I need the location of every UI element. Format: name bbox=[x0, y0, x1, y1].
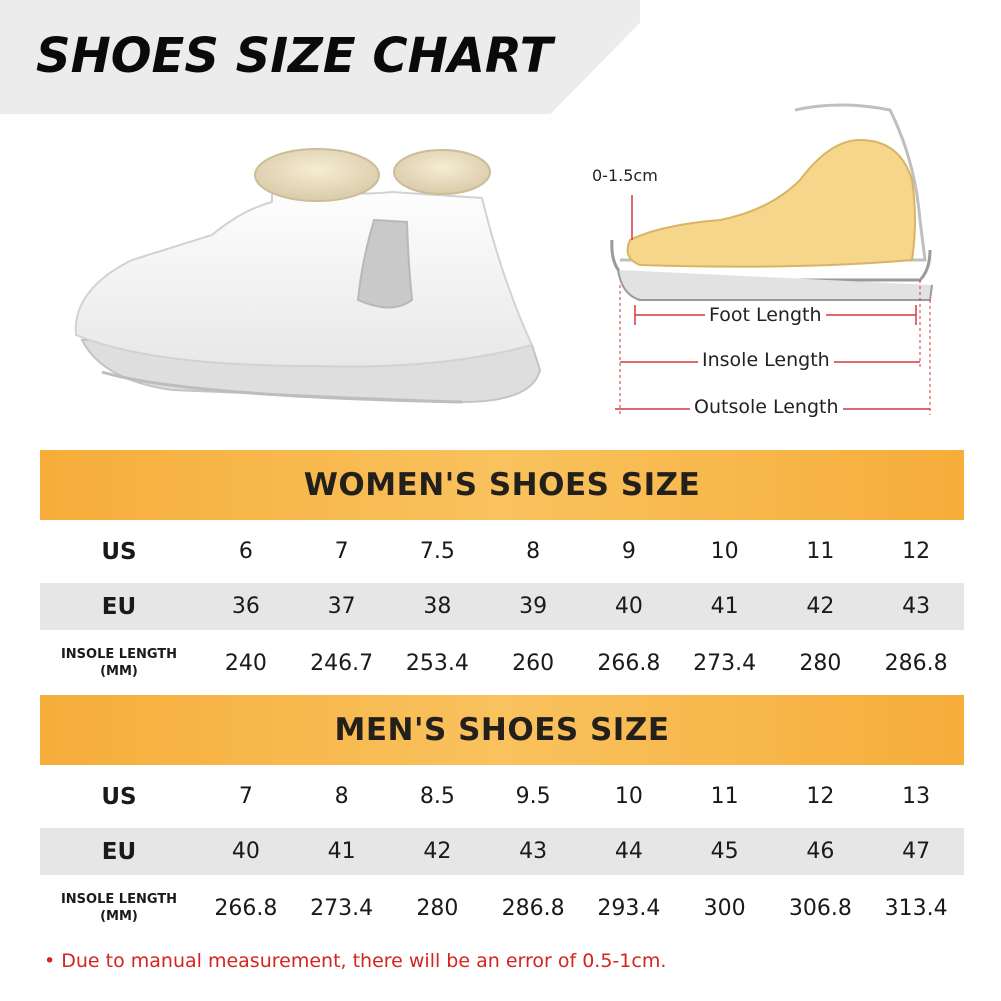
table-row-us: US 7 8 8.5 9.5 10 11 12 13 bbox=[40, 773, 964, 820]
table-cell: 10 bbox=[614, 784, 643, 809]
table-row-insole: INSOLE LENGTH (MM) 266.8 273.4 280 286.8… bbox=[40, 883, 964, 933]
table-cell: 10 bbox=[710, 539, 739, 564]
table-cell: 9.5 bbox=[515, 784, 551, 809]
table-cell: 7 bbox=[238, 784, 253, 809]
table-cell: 40 bbox=[231, 839, 260, 864]
table-cell: 266.8 bbox=[214, 895, 278, 921]
row-label: US bbox=[101, 783, 137, 810]
row-label: US bbox=[101, 538, 137, 565]
table-cell: 13 bbox=[902, 784, 931, 809]
table-cell: 7 bbox=[334, 539, 349, 564]
table-cell: 313.4 bbox=[884, 895, 948, 921]
table-cell: 46 bbox=[806, 839, 835, 864]
row-label: EU bbox=[101, 593, 137, 620]
table-cell: 36 bbox=[231, 594, 260, 619]
foot-illustration bbox=[610, 103, 933, 415]
men-table-header: MEN'S SHOES SIZE bbox=[40, 695, 964, 765]
men-size-table: MEN'S SHOES SIZE US 7 8 8.5 9.5 10 11 12… bbox=[40, 695, 964, 933]
table-cell: 246.7 bbox=[310, 650, 374, 676]
table-cell: 286.8 bbox=[884, 650, 948, 676]
table-cell: 12 bbox=[902, 539, 931, 564]
table-cell: 43 bbox=[519, 839, 548, 864]
women-table-title: WOMEN'S SHOES SIZE bbox=[303, 467, 701, 503]
table-cell: 266.8 bbox=[597, 650, 661, 676]
table-cell: 11 bbox=[710, 784, 739, 809]
measurement-note: • Due to manual measurement, there will … bbox=[44, 950, 667, 972]
table-cell: 42 bbox=[423, 839, 452, 864]
table-cell: 41 bbox=[710, 594, 739, 619]
table-cell: 280 bbox=[799, 650, 842, 676]
table-cell: 8.5 bbox=[419, 784, 455, 809]
table-cell: 39 bbox=[519, 594, 548, 619]
page-title: SHOES SIZE CHART bbox=[36, 28, 553, 84]
table-cell: 273.4 bbox=[310, 895, 374, 921]
table-row-eu: EU 40 41 42 43 44 45 46 47 bbox=[40, 828, 964, 875]
table-cell: 42 bbox=[806, 594, 835, 619]
table-cell: 40 bbox=[614, 594, 643, 619]
table-cell: 47 bbox=[902, 839, 931, 864]
table-cell: 37 bbox=[327, 594, 356, 619]
foot-diagram: Foot Length Insole Length Outsole Length bbox=[600, 100, 960, 430]
table-cell: 300 bbox=[703, 895, 746, 921]
insole-length-label: Insole Length bbox=[698, 349, 834, 371]
table-cell: 11 bbox=[806, 539, 835, 564]
row-label: EU bbox=[101, 838, 137, 865]
table-cell: 38 bbox=[423, 594, 452, 619]
boot-image bbox=[62, 140, 552, 430]
table-cell: 12 bbox=[806, 784, 835, 809]
table-cell: 41 bbox=[327, 839, 356, 864]
table-cell: 273.4 bbox=[693, 650, 757, 676]
table-cell: 260 bbox=[512, 650, 555, 676]
table-cell: 240 bbox=[224, 650, 267, 676]
table-row-eu: EU 36 37 38 39 40 41 42 43 bbox=[40, 583, 964, 630]
men-table-title: MEN'S SHOES SIZE bbox=[334, 712, 670, 748]
table-cell: 286.8 bbox=[501, 895, 565, 921]
table-cell: 280 bbox=[416, 895, 459, 921]
table-cell: 44 bbox=[614, 839, 643, 864]
foot-length-label: Foot Length bbox=[705, 304, 826, 326]
table-cell: 293.4 bbox=[597, 895, 661, 921]
sole-range-label: 0-1.5cm bbox=[592, 166, 658, 185]
row-label: INSOLE LENGTH (MM) bbox=[60, 647, 178, 679]
women-size-table: WOMEN'S SHOES SIZE US 6 7 7.5 8 9 10 11 … bbox=[40, 450, 964, 688]
title-band bbox=[0, 0, 640, 114]
women-table-header: WOMEN'S SHOES SIZE bbox=[40, 450, 964, 520]
table-cell: 6 bbox=[238, 539, 253, 564]
table-cell: 8 bbox=[526, 539, 541, 564]
table-cell: 8 bbox=[334, 784, 349, 809]
table-cell: 9 bbox=[621, 539, 636, 564]
table-cell: 7.5 bbox=[419, 539, 455, 564]
table-cell: 253.4 bbox=[405, 650, 469, 676]
boot-illustration bbox=[74, 148, 542, 404]
outsole-length-label: Outsole Length bbox=[690, 396, 843, 418]
row-label: INSOLE LENGTH (MM) bbox=[60, 892, 178, 924]
table-cell: 43 bbox=[902, 594, 931, 619]
table-cell: 306.8 bbox=[788, 895, 852, 921]
table-row-insole: INSOLE LENGTH (MM) 240 246.7 253.4 260 2… bbox=[40, 638, 964, 688]
table-cell: 45 bbox=[710, 839, 739, 864]
table-row-us: US 6 7 7.5 8 9 10 11 12 bbox=[40, 528, 964, 575]
